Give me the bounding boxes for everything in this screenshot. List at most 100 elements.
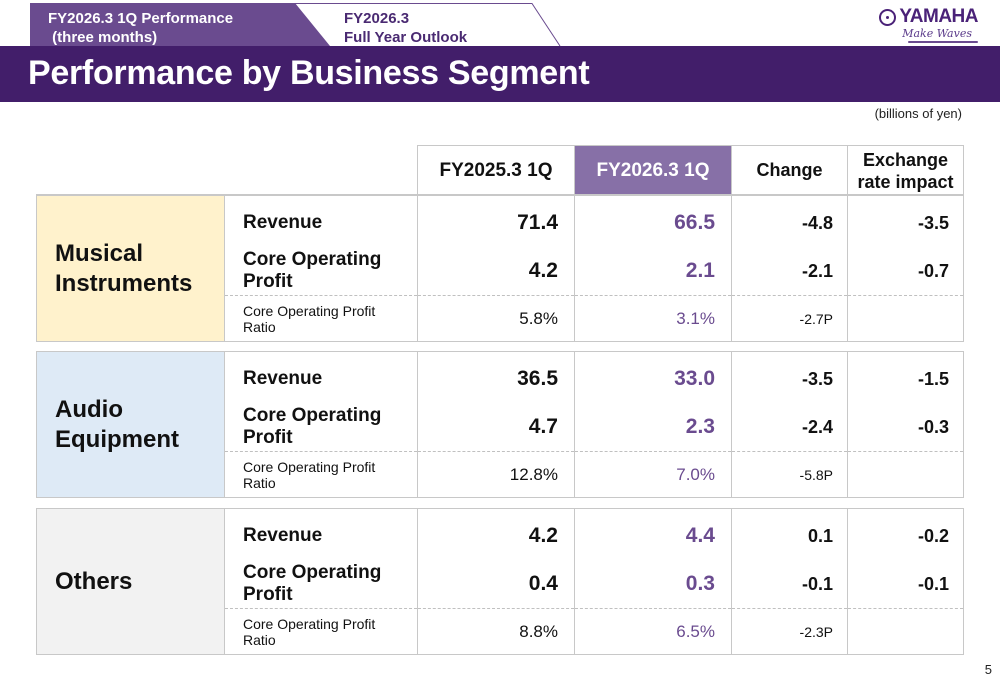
value-cell: 4.2 bbox=[418, 246, 574, 296]
logo-tagline: Make Waves bbox=[902, 27, 972, 40]
value-fy2025-1q: 5.8% bbox=[519, 308, 558, 328]
value-cell: 36.5 bbox=[418, 352, 574, 402]
value-cell: -4.8 bbox=[732, 196, 847, 246]
row-label-cell: Core Operating Profit bbox=[225, 402, 417, 452]
value-fy2026-1q: 3.1% bbox=[676, 308, 715, 328]
segment-name: Others bbox=[37, 509, 225, 654]
value-exchange-rate-impact: -0.2 bbox=[917, 525, 949, 546]
value-fy2026-1q: 0.3 bbox=[685, 572, 715, 595]
value-fy2026-1q: 66.5 bbox=[674, 211, 715, 234]
row-label-cell: Revenue bbox=[225, 352, 417, 402]
value-cell: -2.4 bbox=[732, 402, 847, 452]
value-cell: 71.4 bbox=[418, 196, 574, 246]
value-cell: 4.4 bbox=[575, 509, 731, 559]
value-cell: -2.3P bbox=[732, 608, 847, 654]
row-label-cell: Revenue bbox=[225, 509, 417, 559]
row-labels: Revenue Core Operating Profit Core Operati… bbox=[225, 196, 418, 341]
value-fy2026-1q: 6.5% bbox=[676, 621, 715, 641]
column-fy2026-1q: 33.0 2.3 7.0% bbox=[575, 352, 732, 497]
row-labels: Revenue Core Operating Profit Core Operati… bbox=[225, 352, 418, 497]
value-fy2025-1q: 0.4 bbox=[528, 572, 558, 595]
value-change: -2.4 bbox=[801, 416, 833, 437]
value-exchange-rate-impact: -0.3 bbox=[917, 416, 949, 437]
row-label: Core Operating Profit Ratio bbox=[243, 302, 376, 335]
value-cell: -0.7 bbox=[848, 246, 963, 296]
header-bottom-rule bbox=[36, 194, 964, 195]
value-cell: 66.5 bbox=[575, 196, 731, 246]
value-exchange-rate-impact: -0.7 bbox=[917, 260, 949, 281]
segment-name: Musical Instruments bbox=[37, 196, 225, 341]
col-header-change: Change bbox=[731, 145, 847, 195]
value-fy2025-1q: 71.4 bbox=[517, 211, 558, 234]
tab-outline bbox=[294, 3, 561, 46]
value-cell bbox=[848, 295, 963, 341]
value-exchange-rate-impact: -1.5 bbox=[917, 368, 949, 389]
value-cell: 0.4 bbox=[418, 559, 574, 609]
value-change: -2.7P bbox=[799, 310, 833, 327]
column-change: -4.8 -2.1 -2.7P bbox=[732, 196, 848, 341]
segment-audio-equipment: Audio Equipment Revenue Core Operating Pro… bbox=[36, 351, 964, 498]
page-title: Performance by Business Segment bbox=[28, 54, 590, 92]
title-bar: Performance by Business Segment bbox=[0, 46, 1000, 102]
value-cell: -0.1 bbox=[848, 559, 963, 609]
col-header-fy2025-1q: FY2025.3 1Q bbox=[417, 145, 574, 195]
tab-1q-performance[interactable]: FY2026.3 1Q Performance (three months) bbox=[30, 3, 330, 46]
value-cell: -5.8P bbox=[732, 451, 847, 497]
col-header-fy2026-1q: FY2026.3 1Q bbox=[574, 145, 731, 195]
value-fy2025-1q: 36.5 bbox=[517, 367, 558, 390]
row-label: Core Operating Profit Ratio bbox=[243, 615, 376, 648]
value-change: 0.1 bbox=[807, 525, 833, 546]
column-exchange-rate-impact: -3.5 -0.7 bbox=[848, 196, 963, 341]
value-cell: -2.7P bbox=[732, 295, 847, 341]
value-fy2025-1q: 4.2 bbox=[528, 259, 558, 282]
value-cell: -3.5 bbox=[732, 352, 847, 402]
segment-musical-instruments: Musical Instruments Revenue Core Operating… bbox=[36, 195, 964, 342]
segment-name: Audio Equipment bbox=[37, 352, 225, 497]
row-label: Core Operating Profit bbox=[243, 562, 382, 605]
value-cell: 0.3 bbox=[575, 559, 731, 609]
column-change: 0.1 -0.1 -2.3P bbox=[732, 509, 848, 654]
value-cell: -1.5 bbox=[848, 352, 963, 402]
value-change: -5.8P bbox=[799, 466, 833, 483]
row-label: Revenue bbox=[243, 525, 323, 546]
column-exchange-rate-impact: -1.5 -0.3 bbox=[848, 352, 963, 497]
col-header-exchange-rate-impact: Exchange rate impact bbox=[847, 145, 964, 195]
row-label: Core Operating Profit Ratio bbox=[243, 458, 376, 491]
value-fy2026-1q: 2.1 bbox=[685, 259, 715, 282]
value-cell: 3.1% bbox=[575, 295, 731, 341]
value-fy2025-1q: 12.8% bbox=[509, 464, 558, 484]
value-change: -3.5 bbox=[801, 368, 833, 389]
row-label: Core Operating Profit bbox=[243, 249, 382, 292]
value-cell bbox=[848, 451, 963, 497]
column-fy2026-1q: 4.4 0.3 6.5% bbox=[575, 509, 732, 654]
value-cell: 6.5% bbox=[575, 608, 731, 654]
row-label-cell: Core Operating Profit bbox=[225, 559, 417, 609]
value-cell: 8.8% bbox=[418, 608, 574, 654]
tab-1q-performance-label: FY2026.3 1Q Performance (three months) bbox=[48, 10, 234, 46]
table-header: FY2025.3 1Q FY2026.3 1Q Change Exchange … bbox=[417, 145, 964, 195]
logo-swoosh bbox=[908, 41, 978, 43]
value-fy2025-1q: 8.8% bbox=[519, 621, 558, 641]
value-cell bbox=[848, 608, 963, 654]
column-fy2025-1q: 4.2 0.4 8.8% bbox=[418, 509, 575, 654]
value-cell: -3.5 bbox=[848, 196, 963, 246]
column-fy2026-1q: 66.5 2.1 3.1% bbox=[575, 196, 732, 341]
value-fy2026-1q: 2.3 bbox=[685, 415, 715, 438]
value-fy2026-1q: 7.0% bbox=[676, 464, 715, 484]
tab-full-year-outlook[interactable]: FY2026.3 Full Year Outlook bbox=[292, 3, 562, 46]
value-cell: 0.1 bbox=[732, 509, 847, 559]
row-label: Revenue bbox=[243, 212, 323, 233]
row-label: Core Operating Profit bbox=[243, 405, 382, 448]
value-fy2026-1q: 4.4 bbox=[685, 524, 715, 547]
column-change: -3.5 -2.4 -5.8P bbox=[732, 352, 848, 497]
value-cell: 7.0% bbox=[575, 451, 731, 497]
value-cell: -0.3 bbox=[848, 402, 963, 452]
row-label-cell: Core Operating Profit Ratio bbox=[225, 295, 417, 341]
row-label-cell: Core Operating Profit Ratio bbox=[225, 451, 417, 497]
value-fy2025-1q: 4.7 bbox=[528, 415, 558, 438]
logo-brand: YAMAHA bbox=[899, 6, 978, 27]
value-cell: -0.2 bbox=[848, 509, 963, 559]
row-labels: Revenue Core Operating Profit Core Operati… bbox=[225, 509, 418, 654]
unit-note: (billions of yen) bbox=[874, 106, 962, 121]
value-cell: 2.1 bbox=[575, 246, 731, 296]
